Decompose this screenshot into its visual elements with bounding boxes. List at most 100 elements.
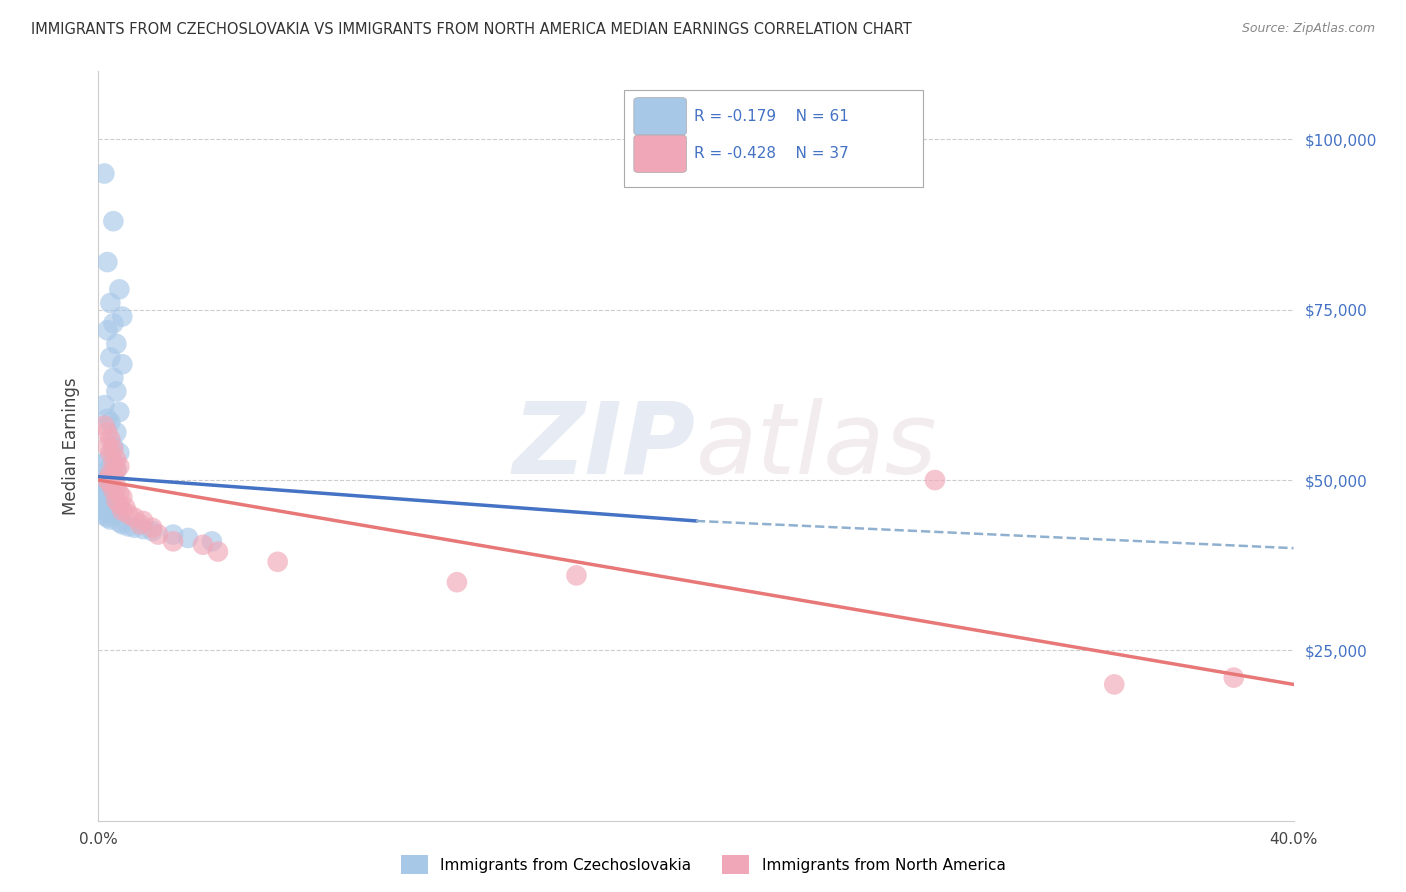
Text: IMMIGRANTS FROM CZECHOSLOVAKIA VS IMMIGRANTS FROM NORTH AMERICA MEDIAN EARNINGS : IMMIGRANTS FROM CZECHOSLOVAKIA VS IMMIGR… [31,22,911,37]
Point [93,398,115,412]
Point [111,490,134,504]
Point [103,442,125,457]
Point [96,255,118,269]
Text: atlas: atlas [696,398,938,494]
Point [124,510,146,524]
Point [105,336,128,351]
Point [111,504,134,518]
Point [103,317,125,331]
Point [103,467,125,481]
Point [96,411,118,425]
Point [105,463,128,477]
FancyBboxPatch shape [624,90,922,187]
Point [111,357,134,371]
Point [98,467,122,481]
Point [565,568,588,582]
Point [446,575,468,590]
Point [98,351,122,365]
Point [93,501,115,516]
Point [98,432,122,446]
Point [267,555,290,569]
Y-axis label: Median Earnings: Median Earnings [62,377,80,515]
Point [90,480,112,494]
Point [191,538,214,552]
Point [108,446,131,460]
Text: R = -0.428    N = 37: R = -0.428 N = 37 [693,146,848,161]
Point [96,493,118,508]
Point [111,517,134,532]
FancyBboxPatch shape [634,135,686,172]
Point [96,478,118,492]
Point [96,439,118,453]
Point [108,282,131,296]
Point [111,310,134,324]
Point [93,497,115,511]
Point [108,516,131,530]
Point [96,488,118,502]
Point [1104,677,1126,691]
Point [103,469,125,483]
Point [105,452,128,467]
Point [124,521,146,535]
Point [207,544,229,558]
Point [90,475,112,489]
Point [108,497,131,511]
Point [96,510,118,524]
Point [108,486,131,500]
Point [93,492,115,507]
Point [117,519,139,533]
Point [98,296,122,310]
Point [924,473,946,487]
Point [96,483,118,498]
Point [98,504,122,518]
Point [96,469,118,483]
Point [103,214,125,228]
Point [141,521,163,535]
Point [93,472,115,486]
Point [103,507,125,521]
Point [93,508,115,523]
Point [93,476,115,491]
Point [162,534,184,549]
Point [96,506,118,520]
Text: R = -0.179    N = 61: R = -0.179 N = 61 [693,109,848,124]
Point [105,384,128,399]
Point [105,425,128,440]
Point [90,500,112,515]
Point [96,425,118,440]
Point [162,527,184,541]
Point [93,167,115,181]
Point [98,446,122,460]
Point [93,481,115,495]
FancyBboxPatch shape [634,97,686,135]
Point [132,514,155,528]
Point [96,323,118,337]
Point [90,485,112,500]
Point [90,467,112,482]
Point [98,459,122,474]
Point [129,517,152,532]
Point [98,495,122,509]
Point [132,522,155,536]
Point [103,439,125,453]
Point [148,527,170,541]
Point [103,456,125,470]
Point [141,524,163,538]
Point [93,418,115,433]
Point [177,531,200,545]
Point [105,463,128,477]
Point [108,459,131,474]
Point [105,493,128,508]
Point [1223,671,1246,685]
Point [93,456,115,470]
Point [117,507,139,521]
Point [114,500,136,515]
Point [98,490,122,504]
Text: ZIP: ZIP [513,398,696,494]
Point [103,371,125,385]
Point [105,480,128,494]
Point [96,452,118,467]
Point [96,473,118,487]
Point [93,486,115,500]
Point [108,405,131,419]
